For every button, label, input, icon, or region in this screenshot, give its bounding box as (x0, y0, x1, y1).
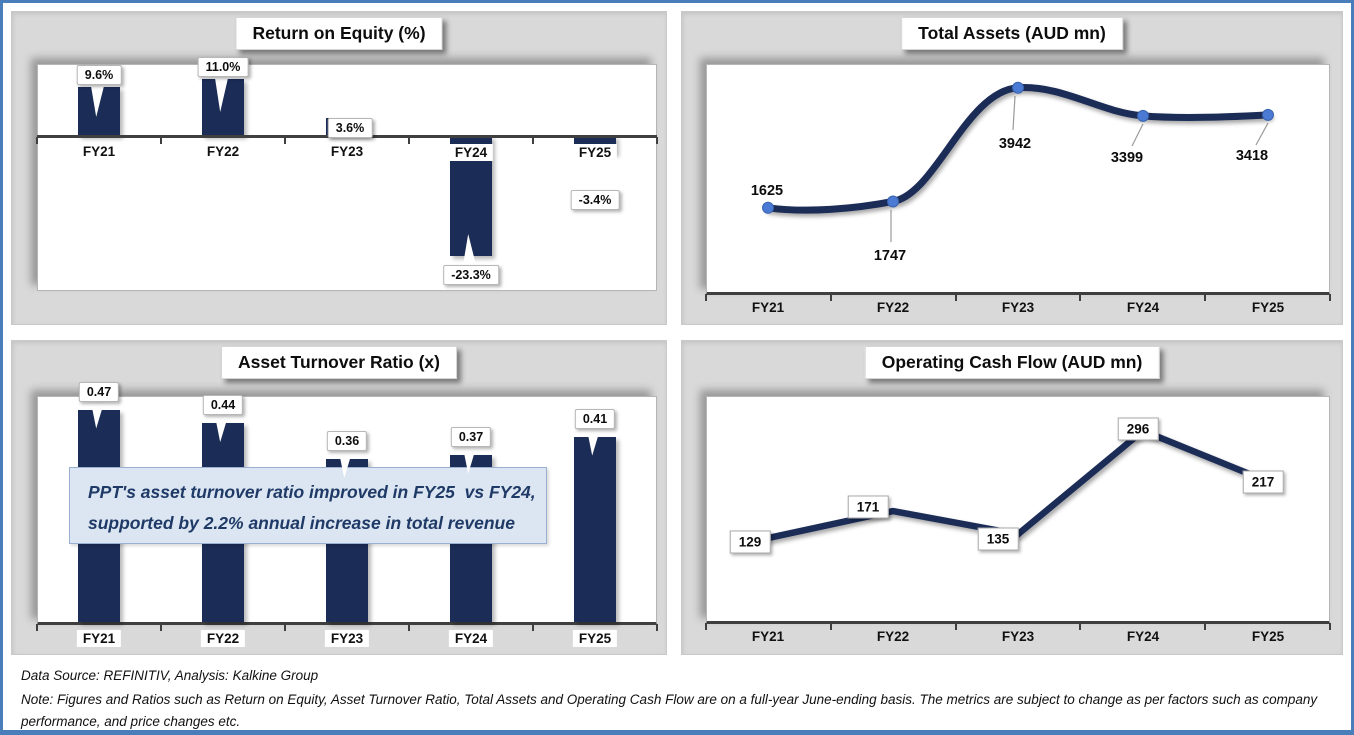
chart-title: Total Assets (AUD mn) (918, 23, 1106, 43)
axis-tick (1079, 294, 1081, 301)
x-axis-label: FY25 (572, 630, 618, 647)
x-axis-label: FY21 (751, 300, 785, 315)
axis-tick (1329, 294, 1331, 301)
data-label-box: 296 (1117, 417, 1159, 441)
x-axis-label: FY22 (876, 300, 910, 315)
panel-operating-cash-flow: Operating Cash Flow (AUD mn) FY21 FY22 FY2… (681, 340, 1343, 655)
chart-title-box: Operating Cash Flow (AUD mn) (864, 346, 1160, 379)
panel-asset-turnover-ratio: Asset Turnover Ratio (x) PPT's asset tur… (11, 340, 667, 655)
axis-tick (36, 137, 38, 144)
annotation-line: supported by 2.2% annual increase in tot… (88, 513, 515, 533)
chart-grid: Return on Equity (%) FY21 FY22 FY23 FY24 FY2… (11, 11, 1343, 655)
axis-tick (705, 294, 707, 301)
data-label-box: 129 (729, 530, 771, 554)
panel-return-on-equity: Return on Equity (%) FY21 FY22 FY23 FY24 FY2… (11, 11, 667, 325)
axis-tick (408, 624, 410, 631)
chart-title: Asset Turnover Ratio (x) (238, 352, 440, 372)
x-axis-label: FY22 (206, 144, 240, 159)
data-label-callout: 0.47 (78, 381, 120, 402)
x-axis-label: FY23 (324, 630, 370, 647)
data-source-note: Data Source: REFINITIV, Analysis: Kalkin… (21, 668, 319, 683)
axis-tick (1204, 623, 1206, 630)
plot-area (706, 64, 1330, 295)
x-axis-label: FY21 (751, 629, 785, 644)
axis-tick (160, 624, 162, 631)
axis-tick (1204, 294, 1206, 301)
x-axis-label: FY22 (200, 630, 246, 647)
chart-title-box: Asset Turnover Ratio (x) (221, 346, 457, 379)
data-label-callout: 3.6% (327, 118, 373, 138)
x-axis-label: FY24 (1126, 300, 1160, 315)
data-label-callout: 9.6% (76, 65, 122, 85)
axis-tick (955, 623, 957, 630)
axis-tick (160, 137, 162, 144)
x-axis-label: FY22 (876, 629, 910, 644)
axis-tick (1329, 623, 1331, 630)
axis-tick (830, 294, 832, 301)
axis-tick (955, 294, 957, 301)
axis-tick (705, 623, 707, 630)
data-label-callout: 11.0% (197, 57, 249, 77)
axis-tick (284, 137, 286, 144)
bar-FY25 (574, 436, 616, 622)
data-label-callout: 0.44 (202, 395, 244, 416)
annotation-line: PPT's asset turnover ratio improved in F… (88, 482, 536, 502)
methodology-note: Note: Figures and Ratios such as Return … (21, 692, 1318, 729)
chart-title-box: Total Assets (AUD mn) (901, 17, 1123, 50)
x-axis-label: FY21 (82, 144, 116, 159)
data-label-box: 217 (1242, 470, 1284, 494)
chart-title-box: Return on Equity (%) (235, 17, 443, 50)
axis-tick (532, 137, 534, 144)
footer: Data Source: REFINITIV, Analysis: Kalkin… (11, 655, 1343, 730)
chart-title: Return on Equity (%) (252, 23, 426, 43)
axis-tick (408, 137, 410, 144)
x-axis-label: FY23 (330, 144, 364, 159)
plot-area (37, 64, 657, 291)
x-axis-label: FY24 (448, 144, 494, 161)
x-axis-label: FY24 (448, 630, 494, 647)
axis-tick (830, 623, 832, 630)
x-axis-label: FY25 (572, 144, 618, 161)
data-label-callout: 0.41 (574, 408, 616, 429)
chart-title: Operating Cash Flow (AUD mn) (881, 352, 1143, 372)
x-axis-label: FY23 (1001, 300, 1035, 315)
x-axis-label: FY25 (1251, 629, 1285, 644)
axis-tick (36, 624, 38, 631)
annotation-box: PPT's asset turnover ratio improved in F… (69, 467, 547, 544)
data-label-callout: 0.37 (450, 426, 492, 447)
axis-tick (656, 137, 658, 144)
data-label-callout: -3.4% (570, 190, 620, 210)
axis-tick (1079, 623, 1081, 630)
data-label-callout: -23.3% (443, 265, 499, 285)
x-axis-label: FY24 (1126, 629, 1160, 644)
axis-tick (284, 624, 286, 631)
panel-total-assets: Total Assets (AUD mn) FY21 FY22 FY23 FY24 FY… (681, 11, 1343, 325)
axis-tick (656, 624, 658, 631)
data-label-callout: 0.36 (326, 431, 368, 452)
x-axis-label: FY21 (76, 630, 122, 647)
x-axis-label: FY23 (1001, 629, 1035, 644)
plot-area (706, 396, 1330, 624)
data-label-box: 135 (977, 527, 1019, 551)
data-label-box: 171 (847, 495, 889, 519)
axis-tick (532, 624, 534, 631)
x-axis-label: FY25 (1251, 300, 1285, 315)
